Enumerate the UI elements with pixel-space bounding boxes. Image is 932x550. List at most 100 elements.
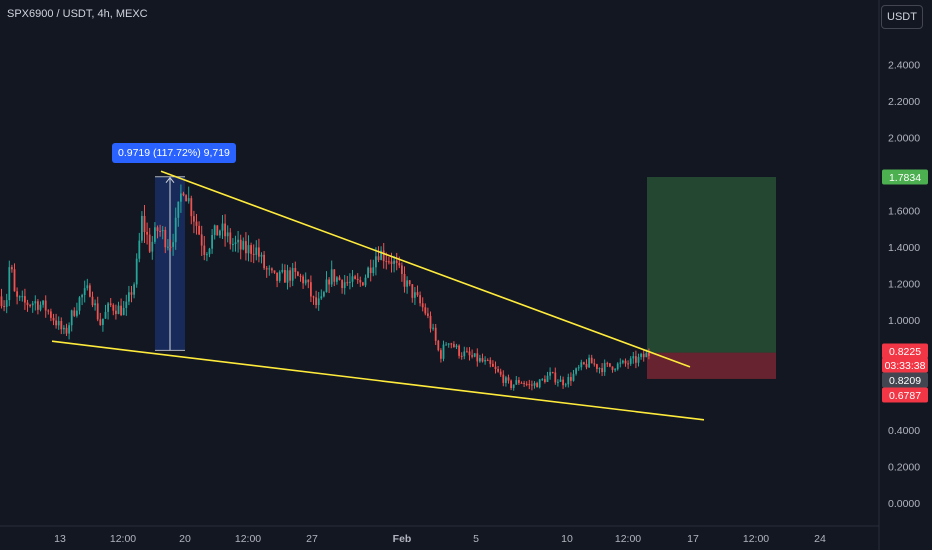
candle-body bbox=[546, 375, 549, 382]
candle-body bbox=[479, 358, 481, 362]
candle-body bbox=[411, 284, 414, 298]
candle-body bbox=[68, 325, 70, 334]
price-badge bbox=[882, 387, 928, 403]
candle-body bbox=[351, 276, 354, 282]
currency-button[interactable]: USDT bbox=[881, 5, 923, 29]
candle-body bbox=[115, 310, 117, 315]
candle-body bbox=[203, 245, 206, 255]
candle-body bbox=[359, 280, 362, 283]
candle-body bbox=[328, 279, 330, 285]
candle-body bbox=[109, 303, 112, 305]
candle-body bbox=[60, 320, 63, 330]
candle-body bbox=[208, 248, 211, 255]
time-axis-tick: 24 bbox=[814, 533, 826, 545]
candle-body bbox=[531, 384, 533, 386]
candle-body bbox=[286, 270, 289, 283]
candle-body bbox=[161, 229, 164, 232]
candle-body bbox=[122, 307, 125, 316]
candle-body bbox=[245, 241, 247, 254]
candle-body bbox=[346, 282, 349, 284]
candle-body bbox=[570, 377, 572, 381]
candle-body bbox=[369, 267, 372, 274]
candle-body bbox=[562, 379, 564, 386]
candle-body bbox=[206, 254, 208, 256]
candle-body bbox=[484, 360, 486, 362]
candle-body bbox=[416, 292, 419, 296]
candle-body bbox=[234, 242, 237, 245]
candle-body bbox=[356, 278, 359, 281]
candle-body bbox=[302, 276, 304, 284]
candle-body bbox=[224, 223, 226, 237]
candle-body bbox=[3, 306, 5, 308]
candle-body bbox=[377, 256, 380, 260]
candle-body bbox=[0, 296, 3, 307]
candle-body bbox=[133, 284, 135, 295]
candle-body bbox=[499, 371, 502, 375]
candle-body bbox=[141, 215, 143, 241]
candle-body bbox=[325, 279, 328, 293]
time-axis-tick: 12:00 bbox=[743, 533, 769, 545]
candle-body bbox=[63, 327, 65, 330]
candle-body bbox=[427, 313, 429, 316]
candle-body bbox=[520, 382, 523, 384]
price-axis-tick: 0.2000 bbox=[888, 461, 920, 473]
candle-body bbox=[453, 344, 455, 348]
candle-body bbox=[551, 372, 554, 374]
price-badge-label: 0.6787 bbox=[889, 390, 921, 402]
candle-body bbox=[492, 363, 494, 367]
candle-body bbox=[37, 301, 39, 310]
candle-body bbox=[57, 320, 60, 326]
price-axis-tick: 2.0000 bbox=[888, 132, 920, 144]
candle-body bbox=[159, 230, 161, 232]
candle-body bbox=[544, 379, 546, 382]
time-axis-tick: 12:00 bbox=[110, 533, 136, 545]
candle-body bbox=[211, 235, 213, 249]
candle-body bbox=[24, 296, 26, 303]
time-axis-tick: 17 bbox=[687, 533, 699, 545]
candle-body bbox=[65, 327, 68, 334]
candle-body bbox=[476, 353, 479, 362]
candle-body bbox=[169, 246, 172, 248]
time-axis[interactable]: 13 12:00 20 12:00 27 Feb 5 10 12:00 17 12:00 24 bbox=[54, 533, 826, 545]
candle-body bbox=[195, 221, 198, 226]
time-axis-tick: 5 bbox=[473, 533, 479, 545]
candle-body bbox=[466, 351, 468, 353]
candle-body bbox=[455, 345, 458, 348]
candle-body bbox=[177, 201, 180, 218]
candle-body bbox=[473, 353, 476, 357]
candle-body bbox=[247, 245, 250, 254]
candle-body bbox=[34, 301, 37, 304]
measure-tool bbox=[155, 176, 185, 351]
candle-body bbox=[567, 377, 570, 385]
candle-body bbox=[221, 223, 224, 231]
trendline-lower-support[interactable] bbox=[51, 340, 705, 421]
stop-zone[interactable] bbox=[647, 352, 776, 379]
candle-body bbox=[333, 269, 336, 282]
candle-body bbox=[338, 277, 341, 281]
candle-body bbox=[559, 379, 562, 382]
candle-body bbox=[16, 291, 18, 297]
symbol-title[interactable]: SPX6900 / USDT, 4h, MEXC bbox=[7, 8, 148, 20]
candle-body bbox=[502, 374, 505, 383]
candle-body bbox=[47, 310, 50, 312]
candle-body bbox=[341, 280, 343, 289]
trendline-upper-resistance[interactable] bbox=[160, 170, 691, 368]
candle-body bbox=[146, 231, 148, 235]
candle-body bbox=[167, 246, 169, 248]
target-zone[interactable] bbox=[647, 176, 776, 353]
candle-body bbox=[362, 282, 364, 286]
time-axis-tick: Feb bbox=[393, 533, 412, 545]
candle-body bbox=[364, 277, 367, 286]
candle-body bbox=[648, 353, 650, 356]
candle-body bbox=[354, 276, 356, 279]
candle-body bbox=[265, 268, 268, 270]
candle-body bbox=[299, 275, 302, 277]
candle-body bbox=[637, 356, 640, 363]
candle-body bbox=[213, 225, 216, 236]
candle-body bbox=[312, 296, 315, 298]
candle-body bbox=[489, 360, 492, 364]
candle-body bbox=[8, 267, 11, 301]
candle-body bbox=[419, 295, 421, 304]
price-badge-label: 03:33:38 bbox=[885, 360, 926, 372]
